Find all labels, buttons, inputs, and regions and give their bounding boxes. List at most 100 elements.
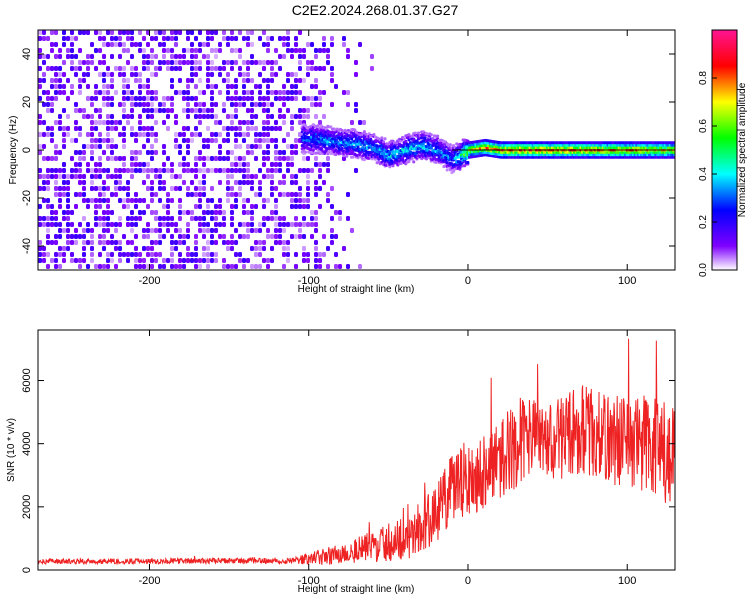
heatmap-cell [54,96,58,101]
heatmap-cell [274,186,278,191]
heatmap-cell [282,228,286,233]
heatmap-cell [82,186,86,191]
heatmap-cell [190,168,194,173]
heatmap-cell [162,258,166,263]
heatmap-cell [290,54,294,59]
heatmap-cell [150,72,154,77]
heatmap-cell [230,84,234,89]
heatmap-cell [246,222,250,227]
heatmap-cell [202,108,206,113]
heatmap-cell [82,60,86,65]
heatmap-cell [118,72,122,77]
heatmap-cell [186,186,190,191]
heatmap-cell [174,60,178,65]
heatmap-cell [38,36,42,41]
heatmap-cell [286,90,290,95]
heatmap-cell [46,90,50,95]
heatmap-cell [242,156,246,161]
heatmap-cell [242,72,246,77]
heatmap-cell [186,222,190,227]
heatmap-cell [190,138,194,143]
heatmap-cell [166,36,170,41]
heatmap-cell [146,54,150,59]
heatmap-cell [210,72,214,77]
heatmap-cell [70,252,74,257]
heatmap-cell [106,264,110,269]
heatmap-cell [86,132,90,137]
heatmap-cell [194,186,198,191]
heatmap-cell [262,222,266,227]
heatmap-cell [238,180,242,185]
heatmap-cell [246,198,250,203]
heatmap-cell [106,156,110,161]
signal-cell [434,160,438,164]
heatmap-cell [130,156,134,161]
heatmap-cell [286,246,290,251]
heatmap-cell [298,132,302,137]
heatmap-cell [278,126,282,131]
heatmap-cell [354,60,358,65]
heatmap-cell [170,174,174,179]
heatmap-cell [182,48,186,53]
heatmap-cell [326,198,330,203]
heatmap-cell [202,102,206,107]
heatmap-cell [282,120,286,125]
heatmap-cell [346,102,350,107]
heatmap-cell [290,48,294,53]
heatmap-cell [246,120,250,125]
heatmap-cell [202,210,206,215]
heatmap-cell [126,204,130,209]
heatmap-cell [186,30,190,35]
heatmap-cell [130,132,134,137]
heatmap-cell [102,60,106,65]
heatmap-cell [262,246,266,251]
heatmap-cell [306,72,310,77]
heatmap-cell [346,216,350,221]
heatmap-cell [206,228,210,233]
heatmap-cell [330,42,334,47]
heatmap-cell [62,258,66,263]
heatmap-cell [162,150,166,155]
heatmap-cell [246,108,250,113]
heatmap-cell [230,102,234,107]
heatmap-cell [106,90,110,95]
signal-cell [369,144,373,148]
heatmap-cell [38,132,42,137]
heatmap-cell [54,144,58,149]
heatmap-cell [138,72,142,77]
heatmap-cell [302,96,306,101]
heatmap-cell [42,36,46,41]
heatmap-cell [150,96,154,101]
heatmap-cell [98,162,102,167]
signal-cell [445,168,449,172]
heatmap-cell [70,60,74,65]
heatmap-cell [226,198,230,203]
heatmap-cell [174,138,178,143]
heatmap-cell [178,132,182,137]
heatmap-cell [50,108,54,113]
heatmap-cell [78,192,82,197]
heatmap-cell [90,174,94,179]
heatmap-cell [58,48,62,53]
heatmap-cell [138,114,142,119]
heatmap-cell [306,252,310,257]
heatmap-cell [82,108,86,113]
heatmap-cell [314,192,318,197]
heatmap-cell [138,258,142,263]
heatmap-cell [230,240,234,245]
heatmap-cell [226,96,230,101]
heatmap-cell [78,126,82,131]
heatmap-cell [182,126,186,131]
heatmap-cell [134,132,138,137]
heatmap-cell [58,192,62,197]
signal-cell [345,154,349,158]
heatmap-cell [90,54,94,59]
heatmap-cell [66,54,70,59]
heatmap-cell [154,240,158,245]
heatmap-cell [102,216,106,221]
heatmap-cell [98,222,102,227]
heatmap-cell [270,36,274,41]
heatmap-cell [326,48,330,53]
heatmap-cell [178,216,182,221]
heatmap-cell [170,162,174,167]
